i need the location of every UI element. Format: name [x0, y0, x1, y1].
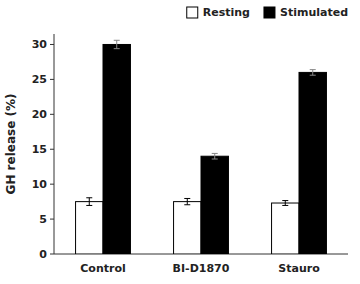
error-cap	[282, 200, 288, 201]
y-tick-label: 10	[32, 178, 48, 191]
legend-label: Resting	[203, 6, 250, 19]
error-bar	[114, 40, 120, 48]
bar	[174, 202, 201, 254]
error-bar	[212, 153, 218, 159]
error-cap	[114, 40, 120, 41]
error-bar	[184, 198, 190, 204]
y-tick	[50, 184, 54, 185]
error-cap	[212, 153, 218, 154]
legend-label: Stimulated	[280, 6, 348, 19]
error-cap	[282, 205, 288, 206]
error-cap	[184, 204, 190, 205]
error-cap	[212, 159, 218, 160]
error-bar	[282, 201, 288, 206]
y-tick	[50, 219, 54, 220]
error-cap	[310, 75, 316, 76]
bar	[201, 156, 228, 254]
y-axis-line	[54, 34, 55, 254]
y-axis-label: GH release (%)	[4, 94, 18, 195]
chart: 0 5 10 15 20 25 30 GH release (%) Control BI-D187…	[0, 0, 360, 284]
y-tick-label: 20	[32, 108, 48, 121]
x-tick-label: Stauro	[278, 262, 320, 275]
x-tick-label: BI-D1870	[173, 262, 230, 275]
error-bar	[86, 198, 92, 206]
error-cap	[310, 69, 316, 70]
y-tick-label: 15	[32, 143, 47, 156]
bar	[103, 44, 130, 254]
y-tick	[50, 254, 54, 255]
bar	[272, 203, 299, 254]
y-tick	[50, 79, 54, 80]
legend-swatch	[187, 7, 198, 18]
y-tick-label: 30	[32, 38, 48, 51]
legend: Stimulated Resting	[187, 6, 348, 19]
error-cap	[86, 205, 92, 206]
bar	[299, 72, 326, 254]
error-stem	[187, 198, 188, 204]
y-tick-label: 25	[32, 73, 47, 86]
y-tick-label: 5	[39, 213, 47, 226]
y-tick	[50, 114, 54, 115]
error-stem	[116, 40, 117, 48]
bar	[76, 202, 103, 254]
error-stem	[89, 198, 90, 206]
bars	[76, 40, 327, 254]
error-stem	[214, 153, 215, 159]
y-tick-label: 0	[39, 248, 47, 261]
x-tick-label: Control	[80, 262, 125, 275]
error-stem	[285, 201, 286, 206]
error-cap	[86, 197, 92, 198]
y-tick	[50, 149, 54, 150]
y-tick	[50, 44, 54, 45]
error-cap	[114, 48, 120, 49]
legend-swatch	[264, 7, 275, 18]
error-cap	[184, 198, 190, 199]
error-bar	[310, 70, 316, 76]
error-stem	[312, 70, 313, 76]
